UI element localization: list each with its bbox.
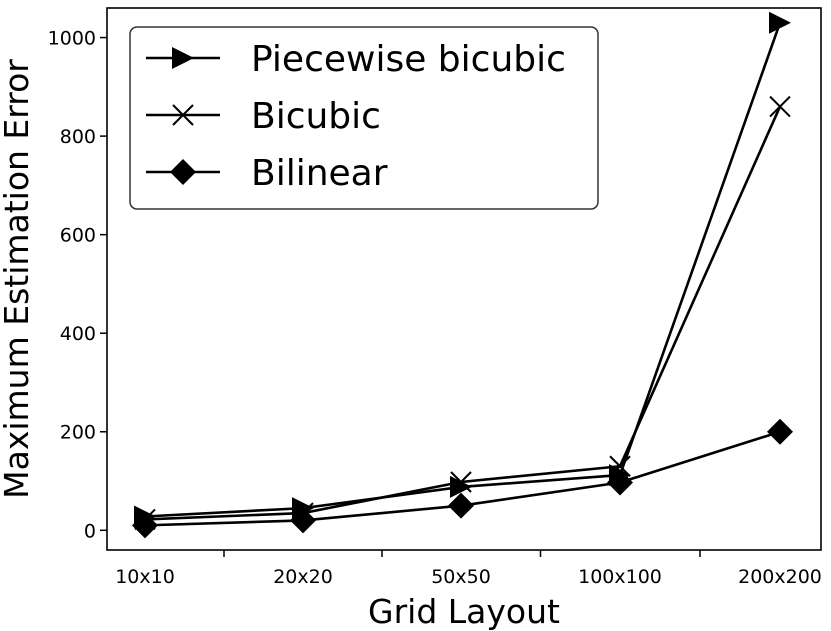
legend-marker bbox=[172, 104, 194, 126]
tick-group: 0 200 400 600 800 1000 10x10 20x20 50x50 100x100 2… bbox=[48, 28, 822, 588]
data-point bbox=[767, 418, 793, 445]
x-tick-label: 20x20 bbox=[273, 566, 333, 588]
legend-marker bbox=[170, 159, 196, 185]
data-point bbox=[448, 492, 474, 519]
data-point bbox=[609, 455, 631, 477]
y-tick-label: 1000 bbox=[48, 28, 96, 50]
y-tick-label: 800 bbox=[60, 126, 96, 148]
x-tick-label: 10x10 bbox=[115, 566, 175, 588]
series-markers bbox=[132, 11, 793, 539]
plot-frame bbox=[106, 7, 822, 551]
y-tick-label: 200 bbox=[60, 422, 96, 444]
x-tick-label: 50x50 bbox=[431, 566, 491, 588]
legend-marker bbox=[172, 47, 194, 69]
legend-box bbox=[129, 26, 599, 210]
data-point bbox=[450, 475, 472, 498]
data-point bbox=[769, 11, 791, 34]
x-tick-label: 200x200 bbox=[738, 566, 822, 588]
y-tick-label: 600 bbox=[60, 225, 96, 247]
legend-label: Bicubic bbox=[251, 96, 381, 137]
legend-label: Bilinear bbox=[251, 153, 388, 194]
y-tick-label: 0 bbox=[84, 520, 96, 542]
legend: Piecewise bicubic Bicubic Bilinear bbox=[129, 26, 599, 210]
y-axis-title: Maximum Estimation Error bbox=[0, 59, 36, 499]
x-axis-title: Grid Layout bbox=[368, 592, 560, 631]
y-tick-label: 400 bbox=[60, 323, 96, 345]
legend-label: Piecewise bicubic bbox=[251, 39, 566, 80]
data-point bbox=[607, 469, 633, 496]
data-point bbox=[769, 95, 791, 118]
data-point bbox=[132, 512, 158, 539]
data-point bbox=[450, 471, 472, 493]
x-tick-label: 100x100 bbox=[578, 566, 662, 588]
data-point bbox=[290, 507, 316, 534]
